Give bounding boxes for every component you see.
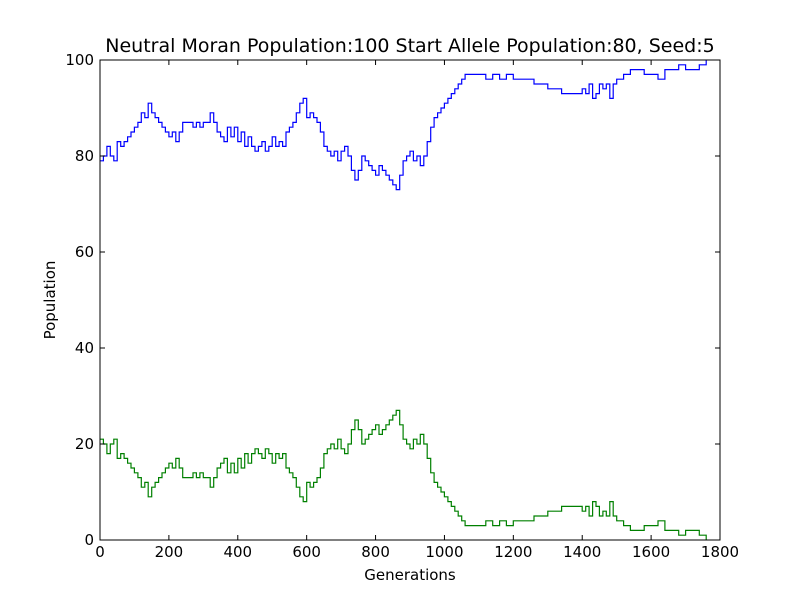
x-tick-label: 1200 xyxy=(494,543,532,561)
x-tick-label: 1000 xyxy=(425,543,463,561)
y-tick-label: 60 xyxy=(75,243,94,261)
x-tick-label: 1600 xyxy=(632,543,670,561)
y-axis-label: Population xyxy=(41,261,59,340)
chart-title: Neutral Moran Population:100 Start Allel… xyxy=(105,35,714,57)
y-tick-label: 20 xyxy=(75,435,94,453)
y-tick-label: 40 xyxy=(75,339,94,357)
x-tick-label: 200 xyxy=(155,543,184,561)
y-tick-label: 0 xyxy=(84,531,94,549)
plot-frame xyxy=(99,59,721,541)
x-tick-label: 400 xyxy=(223,543,252,561)
ticks-layer: 0 200 400 600 800 1000 1200 1400 1600 1800 0 20 40 60… xyxy=(65,51,739,561)
x-tick-label: 1400 xyxy=(563,543,601,561)
x-axis-label: Generations xyxy=(364,566,456,584)
x-tick-label: 0 xyxy=(95,543,105,561)
series-line-2 xyxy=(100,409,707,540)
y-tick-label: 80 xyxy=(75,147,94,165)
x-tick-label: 600 xyxy=(292,543,321,561)
x-tick-label: 800 xyxy=(361,543,390,561)
x-tick-label: 1800 xyxy=(701,543,739,561)
series-layer xyxy=(100,60,707,540)
series-line-1 xyxy=(100,60,707,191)
y-tick-label: 100 xyxy=(65,51,94,69)
